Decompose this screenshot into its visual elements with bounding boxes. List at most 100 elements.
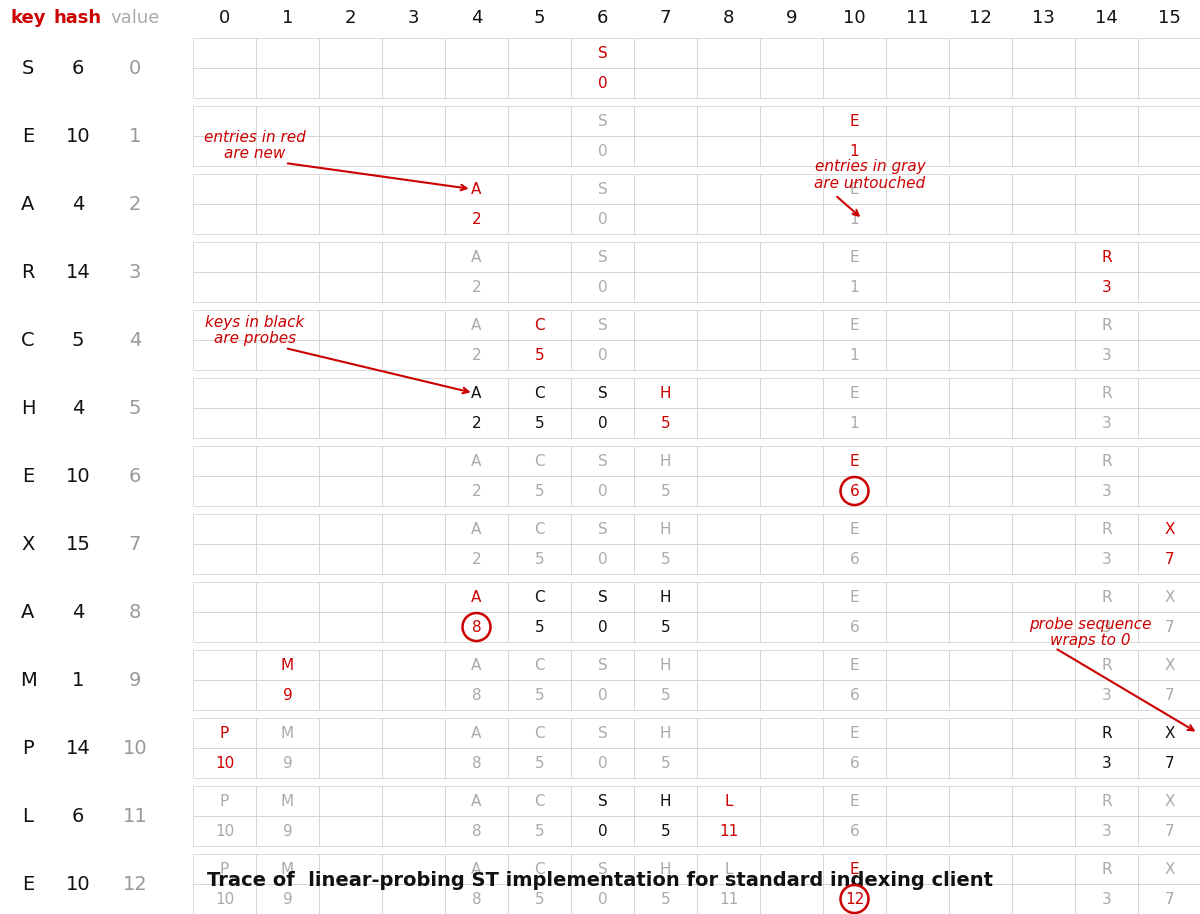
Bar <box>760 514 823 544</box>
Text: 5: 5 <box>535 891 545 907</box>
Bar <box>1138 408 1200 438</box>
Text: 2: 2 <box>128 195 142 214</box>
Bar <box>1138 174 1200 204</box>
Text: R: R <box>1102 250 1112 264</box>
Bar <box>193 680 256 710</box>
Bar <box>1138 136 1200 166</box>
Bar <box>886 544 949 574</box>
Text: S: S <box>598 250 607 264</box>
Bar <box>1138 854 1200 884</box>
Text: 2: 2 <box>472 551 481 567</box>
Bar <box>193 476 256 506</box>
Bar <box>886 310 949 340</box>
Text: 3: 3 <box>1102 687 1111 703</box>
Bar <box>382 476 445 506</box>
Bar <box>256 612 319 642</box>
Bar <box>571 680 634 710</box>
Text: 3: 3 <box>408 9 419 27</box>
Bar <box>1012 242 1075 272</box>
Bar <box>949 136 1012 166</box>
Bar <box>1075 650 1138 680</box>
Text: 3: 3 <box>1102 620 1111 634</box>
Bar <box>319 816 382 846</box>
Text: 4: 4 <box>470 9 482 27</box>
Bar <box>1138 242 1200 272</box>
Bar <box>382 680 445 710</box>
Text: 5: 5 <box>72 331 84 349</box>
Bar <box>1138 582 1200 612</box>
Text: A: A <box>472 726 481 740</box>
Bar <box>1138 340 1200 370</box>
Bar <box>256 816 319 846</box>
Bar <box>256 340 319 370</box>
Text: 8: 8 <box>128 602 142 622</box>
Bar <box>382 38 445 68</box>
Bar <box>445 340 508 370</box>
Bar <box>949 38 1012 68</box>
Text: 5: 5 <box>661 484 671 498</box>
Text: 0: 0 <box>598 211 607 227</box>
Bar <box>1075 310 1138 340</box>
Bar <box>571 310 634 340</box>
Text: X: X <box>1164 657 1175 673</box>
Text: C: C <box>534 726 545 740</box>
Text: H: H <box>660 522 671 537</box>
Bar <box>382 612 445 642</box>
Bar <box>256 884 319 914</box>
Bar <box>382 310 445 340</box>
Text: 2: 2 <box>472 484 481 498</box>
Bar <box>886 204 949 234</box>
Bar <box>760 68 823 98</box>
Text: 11: 11 <box>906 9 929 27</box>
Bar <box>1075 680 1138 710</box>
Text: 6: 6 <box>850 551 859 567</box>
Text: 1: 1 <box>282 9 293 27</box>
Bar <box>319 884 382 914</box>
Bar <box>382 786 445 816</box>
Bar <box>760 854 823 884</box>
Bar <box>508 204 571 234</box>
Text: M: M <box>19 671 36 689</box>
Text: R: R <box>1102 522 1112 537</box>
Text: E: E <box>22 126 34 145</box>
Bar <box>382 408 445 438</box>
Text: 3: 3 <box>1102 551 1111 567</box>
Bar <box>445 68 508 98</box>
Bar <box>256 748 319 778</box>
Bar <box>319 340 382 370</box>
Bar <box>1012 204 1075 234</box>
Bar <box>319 854 382 884</box>
Bar <box>1075 38 1138 68</box>
Bar <box>949 680 1012 710</box>
Bar <box>886 514 949 544</box>
Bar <box>949 242 1012 272</box>
Bar <box>760 582 823 612</box>
Text: H: H <box>660 386 671 400</box>
Bar <box>1075 340 1138 370</box>
Bar <box>445 680 508 710</box>
Bar <box>823 748 886 778</box>
Text: 5: 5 <box>661 756 671 771</box>
Text: R: R <box>1102 317 1112 333</box>
Bar <box>949 476 1012 506</box>
Text: S: S <box>598 793 607 809</box>
Text: 9: 9 <box>283 756 293 771</box>
Bar <box>382 446 445 476</box>
Text: R: R <box>1102 657 1112 673</box>
Text: C: C <box>534 793 545 809</box>
Text: 0: 0 <box>598 687 607 703</box>
Text: 2: 2 <box>472 211 481 227</box>
Bar <box>1075 204 1138 234</box>
Text: E: E <box>850 317 859 333</box>
Text: A: A <box>472 317 481 333</box>
Bar <box>319 786 382 816</box>
Bar <box>571 514 634 544</box>
Bar <box>1075 816 1138 846</box>
Bar <box>445 582 508 612</box>
Bar <box>571 38 634 68</box>
Bar <box>697 582 760 612</box>
Bar <box>1075 544 1138 574</box>
Bar <box>823 272 886 302</box>
Bar <box>193 136 256 166</box>
Bar <box>949 408 1012 438</box>
